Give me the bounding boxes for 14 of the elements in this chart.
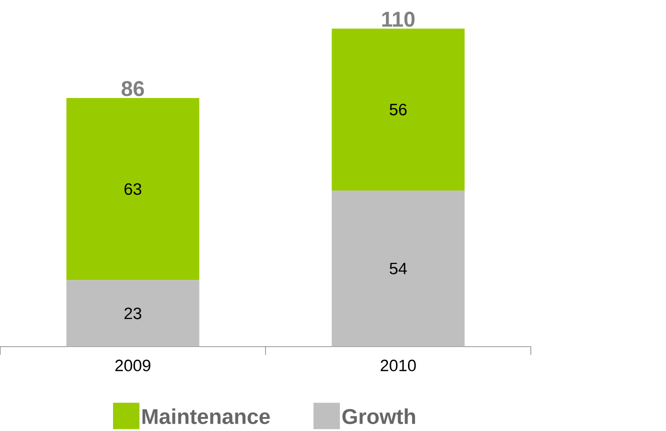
x-tick-label: 2009: [115, 360, 150, 372]
bar: [332, 28, 465, 191]
legend-label: Growth: [342, 408, 416, 424]
data-label: 54: [390, 262, 407, 274]
bar: [66, 98, 200, 280]
bar: [332, 190, 465, 347]
legend-label: Maintenance: [142, 408, 270, 424]
data-label: 23: [124, 308, 142, 320]
x-tick-label: 2010: [380, 360, 416, 372]
total-label: 86: [122, 81, 144, 96]
data-label: 56: [390, 104, 407, 116]
total-label: 110: [382, 12, 415, 27]
bar: [66, 280, 200, 347]
data-label: 63: [124, 183, 142, 195]
